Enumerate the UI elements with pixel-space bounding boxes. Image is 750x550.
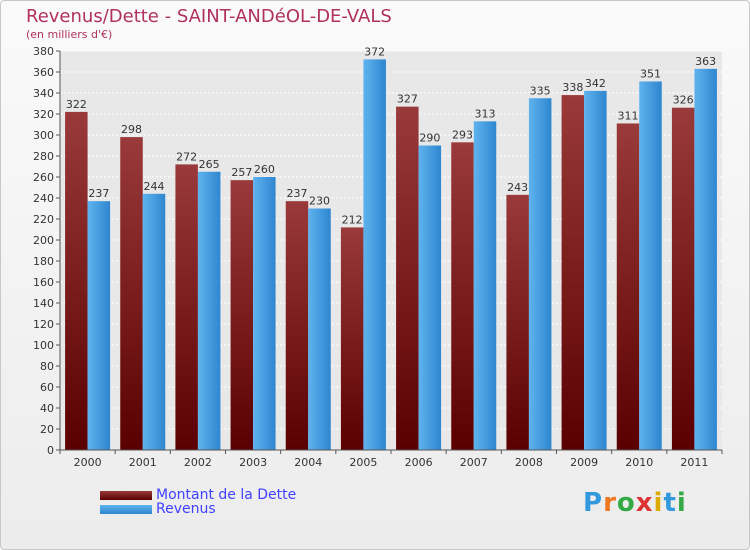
bar-dette xyxy=(506,194,529,450)
data-label-dette: 257 xyxy=(231,166,252,179)
data-label-revenus: 351 xyxy=(640,67,661,80)
bar-revenus xyxy=(528,98,552,450)
data-label-revenus: 290 xyxy=(419,132,440,145)
y-tick-label: 80 xyxy=(40,360,54,373)
data-label-revenus: 363 xyxy=(695,55,716,68)
y-tick-label: 280 xyxy=(33,150,54,163)
bar-dette xyxy=(451,142,474,450)
y-tick-label: 20 xyxy=(40,423,54,436)
bar-revenus xyxy=(473,121,497,450)
data-label-dette: 298 xyxy=(121,123,142,136)
logo-letter: o xyxy=(616,488,636,518)
data-label-dette: 327 xyxy=(397,93,418,106)
bar-revenus xyxy=(87,201,111,450)
x-tick-label: 2006 xyxy=(405,456,433,469)
logo-letter: i xyxy=(653,488,664,518)
data-label-dette: 322 xyxy=(66,98,87,111)
data-label-dette: 326 xyxy=(673,94,694,107)
data-label-dette: 311 xyxy=(618,109,639,122)
data-label-dette: 272 xyxy=(176,150,197,163)
y-tick-label: 380 xyxy=(33,45,54,58)
y-tick-label: 240 xyxy=(33,192,54,205)
bar-dette xyxy=(671,107,695,450)
y-tick-label: 200 xyxy=(33,234,54,247)
y-tick-label: 180 xyxy=(33,255,54,268)
x-tick-label: 2000 xyxy=(74,456,102,469)
data-label-revenus: 265 xyxy=(199,158,220,171)
legend-swatch-revenus xyxy=(100,504,152,514)
y-tick-label: 260 xyxy=(33,171,54,184)
bar-revenus xyxy=(253,177,276,450)
y-tick-label: 100 xyxy=(33,339,54,352)
data-label-dette: 243 xyxy=(507,181,528,194)
logo-letter: t xyxy=(663,488,677,518)
bar-revenus xyxy=(694,68,717,450)
y-tick-label: 360 xyxy=(33,66,54,79)
bar-dette xyxy=(340,227,364,450)
bar-dette xyxy=(561,95,585,450)
x-tick-label: 2001 xyxy=(129,456,157,469)
x-tick-label: 2011 xyxy=(680,456,708,469)
logo-letter: x xyxy=(635,488,654,518)
x-tick-label: 2003 xyxy=(239,456,267,469)
bar-revenus xyxy=(639,81,662,450)
x-tick-label: 2004 xyxy=(294,456,322,469)
data-label-revenus: 260 xyxy=(254,163,275,176)
proxiti-logo: Proxiti xyxy=(583,488,687,518)
bar-revenus xyxy=(584,90,607,451)
y-tick-label: 0 xyxy=(47,444,54,457)
y-tick-label: 220 xyxy=(33,213,54,226)
data-label-dette: 212 xyxy=(342,213,363,226)
plot-area xyxy=(60,51,722,450)
x-tick-label: 2008 xyxy=(515,456,543,469)
bar-dette xyxy=(616,123,640,450)
logo-letter: P xyxy=(583,488,604,518)
bar-dette xyxy=(285,201,309,450)
bar-revenus xyxy=(197,171,221,450)
y-tick-label: 120 xyxy=(33,318,54,331)
x-tick-label: 2010 xyxy=(625,456,653,469)
bar-revenus xyxy=(363,59,386,451)
y-tick-label: 140 xyxy=(33,297,54,310)
y-tick-label: 160 xyxy=(33,276,54,289)
y-tick-label: 40 xyxy=(40,402,54,415)
legend-swatch-dette xyxy=(100,490,152,500)
y-tick-label: 340 xyxy=(33,87,54,100)
bar-dette xyxy=(396,106,419,451)
x-tick-label: 2009 xyxy=(570,456,598,469)
bar-dette xyxy=(175,164,198,450)
data-label-revenus: 342 xyxy=(585,77,606,90)
y-tick-label: 320 xyxy=(33,108,54,121)
data-label-dette: 338 xyxy=(562,81,583,94)
x-tick-label: 2007 xyxy=(460,456,488,469)
x-tick-label: 2002 xyxy=(184,456,212,469)
legend-label-dette: Montant de la Dette xyxy=(156,487,297,503)
legend-item-dette: Montant de la Dette xyxy=(100,487,297,503)
legend-item-revenus: Revenus xyxy=(100,501,216,517)
chart-title: Revenus/Dette - SAINT-ANDéOL-DE-VALS xyxy=(26,6,392,27)
logo-letter: r xyxy=(603,488,617,518)
bar-revenus xyxy=(418,145,442,450)
logo-letter: i xyxy=(676,488,687,518)
data-label-dette: 237 xyxy=(287,187,308,200)
data-label-dette: 293 xyxy=(452,128,473,141)
y-tick-label: 60 xyxy=(40,381,54,394)
data-label-revenus: 237 xyxy=(88,187,109,200)
bar-revenus xyxy=(308,208,331,450)
bar-dette xyxy=(120,137,143,450)
y-tick-label: 300 xyxy=(33,129,54,142)
legend-label-revenus: Revenus xyxy=(156,501,216,517)
bar-revenus xyxy=(142,193,166,451)
data-label-revenus: 313 xyxy=(475,107,496,120)
x-tick-label: 2005 xyxy=(349,456,377,469)
bar-dette xyxy=(65,111,88,451)
data-label-revenus: 372 xyxy=(364,45,385,58)
data-label-revenus: 230 xyxy=(309,195,330,208)
data-label-revenus: 335 xyxy=(530,84,551,97)
data-label-revenus: 244 xyxy=(144,180,165,193)
bar-dette xyxy=(230,180,254,450)
chart-subtitle: (en milliers d'€) xyxy=(26,28,113,41)
